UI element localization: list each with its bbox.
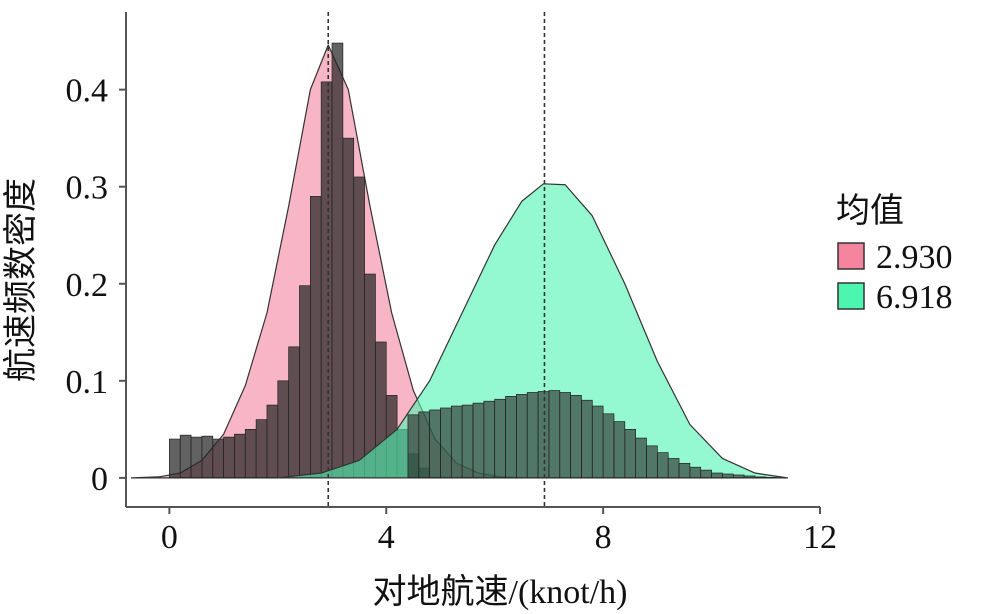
hist-bar-2-24	[656, 452, 669, 479]
hist-bar-2-28	[700, 469, 712, 479]
hist-bar-1-17	[342, 137, 355, 479]
y-tick-label-2: 0.1	[66, 364, 109, 401]
hist-bar-2-17	[581, 399, 593, 479]
hist-bar-2-8	[483, 400, 496, 479]
hist-bar-2-23	[646, 445, 658, 479]
hist-bar-1-7	[234, 433, 246, 479]
y-axis-title: 航速频数密度	[2, 178, 40, 382]
hist-bar-1-13	[299, 285, 311, 479]
hist-bar-2-32	[743, 475, 756, 479]
hist-bar-2-30	[722, 473, 734, 479]
legend-label-2: 6.918	[876, 279, 953, 316]
hist-bar-2-33	[754, 476, 767, 479]
x-tick-label-3: 8	[595, 519, 612, 556]
hist-bar-2-16	[570, 395, 582, 479]
hist-bar-2-31	[732, 474, 745, 479]
hist-bar-2-4	[440, 407, 452, 479]
hist-bar-1-15	[320, 81, 333, 479]
hist-bar-2-13	[537, 391, 550, 479]
legend-swatch-2	[837, 282, 865, 310]
hist-bar-2-9	[494, 398, 506, 479]
y-tick-label-1: 0	[91, 461, 108, 498]
y-tick-label-5: 0.4	[66, 73, 109, 110]
x-tick-label-4: 12	[803, 519, 837, 556]
hist-bar-2-20	[613, 421, 626, 479]
y-tick-label-3: 0.2	[66, 267, 109, 304]
x-tick-label-1: 0	[161, 519, 178, 556]
hist-bar-2-19	[602, 413, 615, 479]
hist-bar-1-3	[190, 436, 203, 479]
x-tick-label-2: 4	[378, 519, 395, 556]
axes	[125, 12, 820, 508]
hist-bar-2-18	[591, 405, 604, 479]
hist-bar-2-22	[635, 437, 647, 479]
hist-bar-1-2	[179, 434, 192, 479]
legend-label-1: 2.930	[876, 239, 953, 276]
hist-bar-2-29	[711, 472, 723, 479]
legend-title: 均值	[836, 191, 904, 231]
mean-lines	[327, 12, 546, 507]
y-tick-label-4: 0.3	[66, 170, 109, 207]
hist-bar-1-16	[331, 42, 344, 479]
hist-bar-2-1	[407, 414, 420, 479]
hist-bar-2-27	[689, 466, 702, 479]
hist-bar-1-6	[223, 436, 235, 479]
hist-bar-2-3	[429, 409, 441, 479]
hist-bar-2-26	[678, 462, 691, 479]
density-area-2	[277, 183, 789, 479]
hist-bar-2-11	[516, 394, 528, 479]
x-axis-title: 对地航速/(knot/h)	[373, 573, 628, 611]
hist-bar-2-7	[472, 402, 485, 479]
hist-bar-1-19	[364, 273, 376, 479]
legend-swatch-1	[837, 242, 865, 270]
tick-labels: 0 4 8 12 0 0.1 0.2 0.3 0.4	[66, 73, 838, 556]
hist-bar-1-1	[169, 438, 181, 479]
hist-bar-1-8	[244, 429, 257, 479]
hist-bar-1-10	[266, 404, 279, 479]
hist-bar-2-21	[624, 429, 637, 479]
hist-bar-1-11	[277, 380, 290, 479]
hist-bar-1-14	[309, 196, 322, 479]
series-layer	[130, 42, 789, 479]
hist-bar-2-12	[526, 392, 539, 479]
hist-bar-2-5	[450, 405, 463, 479]
hist-bar-2-2	[418, 411, 430, 479]
hist-bar-1-12	[288, 346, 300, 479]
hist-bar-1-18	[353, 176, 365, 479]
hist-bar-2-15	[559, 392, 571, 479]
hist-bar-1-9	[255, 419, 268, 479]
legend: 均值 2.930 6.918	[836, 191, 953, 316]
series-2	[277, 183, 789, 479]
hist-bar-2-6	[461, 404, 474, 479]
hist-bar-2-10	[505, 396, 517, 479]
hist-bar-1-5	[212, 438, 224, 479]
hist-bar-2-25	[667, 458, 680, 479]
hist-bar-1-4	[201, 435, 214, 479]
hist-bar-2-14	[548, 390, 561, 479]
